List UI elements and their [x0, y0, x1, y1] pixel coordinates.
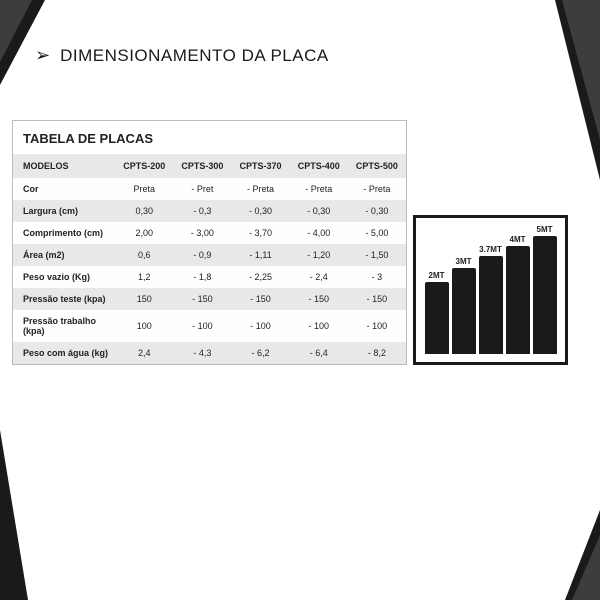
- bar-label: 3.7MT: [479, 245, 502, 254]
- bar-item: 3MT: [452, 257, 476, 354]
- bar: [479, 256, 503, 354]
- cell: - Preta: [290, 178, 348, 200]
- cell: 2,4: [115, 342, 173, 364]
- bar: [533, 236, 557, 354]
- row-label: Comprimento (cm): [13, 222, 115, 244]
- cell: - 0,9: [173, 244, 231, 266]
- row-label: Largura (cm): [13, 200, 115, 222]
- col-header: CPTS-300: [173, 154, 231, 178]
- cell: - 150: [173, 288, 231, 310]
- cell: - 150: [290, 288, 348, 310]
- bar-chart: 2MT 3MT 3.7MT 4MT 5MT: [413, 215, 568, 365]
- cell: - 0,30: [231, 200, 289, 222]
- cell: 100: [115, 310, 173, 342]
- cell: - 1,8: [173, 266, 231, 288]
- cell: - 1,11: [231, 244, 289, 266]
- cell: - 100: [231, 310, 289, 342]
- row-label: Cor: [13, 178, 115, 200]
- bar-label: 4MT: [510, 235, 526, 244]
- cell: - 100: [290, 310, 348, 342]
- bar: [452, 268, 476, 354]
- cell: - 3,70: [231, 222, 289, 244]
- table-row: Pressão trabalho (kpa)100- 100- 100- 100…: [13, 310, 406, 342]
- cell: - 0,30: [290, 200, 348, 222]
- cell: 1,2: [115, 266, 173, 288]
- cell: - 3: [348, 266, 406, 288]
- row-label: Área (m2): [13, 244, 115, 266]
- cell: - 8,2: [348, 342, 406, 364]
- bullet-arrow-icon: ➢: [35, 45, 50, 66]
- cell: - 0,30: [348, 200, 406, 222]
- bar-label: 5MT: [537, 225, 553, 234]
- row-label: Peso com água (kg): [13, 342, 115, 364]
- cell: - 1,50: [348, 244, 406, 266]
- bar-item: 5MT: [533, 225, 557, 354]
- col-header: CPTS-500: [348, 154, 406, 178]
- slide-title: DIMENSIONAMENTO DA PLACA: [60, 46, 329, 66]
- col-header: MODELOS: [13, 154, 115, 178]
- table-row: Largura (cm)0,30- 0,3- 0,30- 0,30- 0,30: [13, 200, 406, 222]
- cell: - 5,00: [348, 222, 406, 244]
- col-header: CPTS-400: [290, 154, 348, 178]
- bar-item: 4MT: [506, 235, 530, 354]
- table-container: TABELA DE PLACAS MODELOS CPTS-200 CPTS-3…: [12, 120, 407, 365]
- cell: Preta: [115, 178, 173, 200]
- cell: 0,30: [115, 200, 173, 222]
- bar: [425, 282, 449, 354]
- cell: 2,00: [115, 222, 173, 244]
- table-title: TABELA DE PLACAS: [13, 121, 406, 154]
- bar-item: 2MT: [425, 271, 449, 354]
- corner-shape-top-right-inner: [562, 0, 600, 140]
- placas-table: MODELOS CPTS-200 CPTS-300 CPTS-370 CPTS-…: [13, 154, 406, 364]
- table-row: Peso vazio (Kg)1,2- 1,8- 2,25- 2,4- 3: [13, 266, 406, 288]
- table-row: Peso com água (kg)2,4- 4,3- 6,2- 6,4- 8,…: [13, 342, 406, 364]
- cell: - 0,3: [173, 200, 231, 222]
- cell: - 100: [348, 310, 406, 342]
- table-row: Comprimento (cm)2,00- 3,00- 3,70- 4,00- …: [13, 222, 406, 244]
- row-label: Pressão trabalho (kpa): [13, 310, 115, 342]
- cell: 0,6: [115, 244, 173, 266]
- cell: - 2,25: [231, 266, 289, 288]
- cell: - 100: [173, 310, 231, 342]
- cell: 150: [115, 288, 173, 310]
- corner-shape-top-left-inner: [0, 0, 32, 62]
- cell: - 1,20: [290, 244, 348, 266]
- cell: - 150: [348, 288, 406, 310]
- cell: - 150: [231, 288, 289, 310]
- row-label: Peso vazio (Kg): [13, 266, 115, 288]
- cell: - 3,00: [173, 222, 231, 244]
- cell: - 4,00: [290, 222, 348, 244]
- cell: - 6,4: [290, 342, 348, 364]
- bar-label: 3MT: [456, 257, 472, 266]
- cell: - Pret: [173, 178, 231, 200]
- cell: - 6,2: [231, 342, 289, 364]
- table-row: CorPreta- Pret- Preta- Preta- Preta: [13, 178, 406, 200]
- cell: - Preta: [348, 178, 406, 200]
- bar-item: 3.7MT: [479, 245, 503, 354]
- cell: - Preta: [231, 178, 289, 200]
- bar: [506, 246, 530, 354]
- table-header-row: MODELOS CPTS-200 CPTS-300 CPTS-370 CPTS-…: [13, 154, 406, 178]
- col-header: CPTS-200: [115, 154, 173, 178]
- row-label: Pressão teste (kpa): [13, 288, 115, 310]
- cell: - 4,3: [173, 342, 231, 364]
- corner-shape-bottom-right-inner: [572, 535, 600, 600]
- corner-shape-bottom-left: [0, 430, 28, 600]
- table-row: Área (m2)0,6- 0,9- 1,11- 1,20- 1,50: [13, 244, 406, 266]
- bar-label: 2MT: [429, 271, 445, 280]
- cell: - 2,4: [290, 266, 348, 288]
- col-header: CPTS-370: [231, 154, 289, 178]
- slide-header: ➢ DIMENSIONAMENTO DA PLACA: [35, 45, 329, 66]
- table-row: Pressão teste (kpa)150- 150- 150- 150- 1…: [13, 288, 406, 310]
